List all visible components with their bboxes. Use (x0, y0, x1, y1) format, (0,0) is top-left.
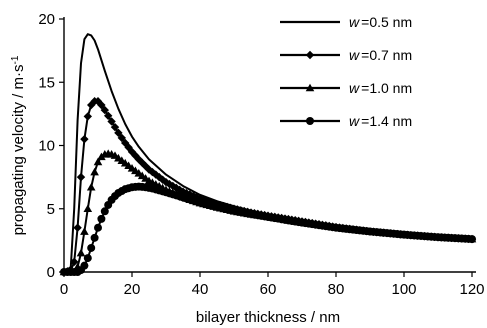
legend-entry-2: w =0.7 nm (280, 47, 412, 63)
y-axis-title-dot: · (10, 72, 27, 77)
data-point-marker (93, 97, 103, 106)
legend-label-value: 0.7 nm (369, 47, 412, 63)
legend-label-value: 1.4 nm (369, 113, 412, 129)
data-point-marker (97, 100, 106, 110)
data-point-marker (86, 182, 96, 191)
legend-swatch-marker (305, 50, 315, 60)
x-tick-label: 60 (260, 281, 277, 298)
x-tick-label: 0 (60, 281, 68, 298)
data-point-marker (83, 254, 92, 263)
data-point-marker (104, 111, 113, 120)
data-point-marker (83, 112, 92, 121)
legend-swatch-marker (306, 117, 314, 125)
legend-label: w =0.5 nm (349, 14, 412, 30)
data-point-marker (144, 165, 154, 174)
legend-swatch-marker (305, 83, 315, 92)
legend-label: w =0.7 nm (349, 47, 412, 63)
data-point-marker (87, 100, 96, 110)
legend-entry-3: w =1.0 nm (280, 80, 412, 96)
data-point-marker (161, 177, 171, 187)
data-point-marker (468, 235, 476, 244)
data-point-marker (90, 167, 99, 176)
data-point-marker (76, 248, 86, 257)
legend-label-variable: w (349, 113, 360, 129)
legend-label-equals: = (361, 14, 369, 30)
data-point-marker (87, 243, 96, 252)
data-point-marker (80, 227, 89, 235)
data-point-marker (100, 105, 109, 115)
legend-label-equals: = (361, 80, 369, 96)
data-point-marker (80, 261, 89, 270)
legend: w =0.5 nmw =0.7 nmw =1.0 nmw =1.4 nm (280, 14, 412, 129)
data-point-marker (80, 134, 89, 144)
series-4 (60, 182, 476, 276)
legend-label: w =1.4 nm (349, 113, 412, 129)
legend-entry-1: w =0.5 nm (280, 14, 412, 30)
legend-label-variable: w (349, 80, 360, 96)
data-point-marker (97, 214, 106, 223)
series-line (63, 185, 473, 273)
y-tick-label: 5 (47, 201, 55, 218)
y-tick-label: 10 (38, 138, 55, 155)
y-axis-title: propagating velocity / m·s-1 (10, 55, 28, 235)
y-axis-title-main: propagating velocity / m (10, 77, 27, 235)
data-point-marker (121, 138, 130, 148)
data-point-marker (76, 172, 86, 182)
data-point-marker (107, 117, 116, 126)
x-tick-label: 80 (328, 281, 345, 298)
data-point-marker (90, 233, 99, 242)
x-tick-label: 40 (192, 281, 209, 298)
data-point-marker (70, 257, 79, 267)
axes (63, 17, 476, 273)
tick-group: 0 20 40 60 80 100 120 0 5 10 15 20 (38, 11, 484, 298)
legend-label-equals: = (361, 113, 369, 129)
y-axis-title-exponent: -1 (10, 55, 21, 64)
y-tick-label: 0 (47, 264, 55, 281)
x-tick-label: 120 (459, 281, 484, 298)
legend-label-variable: w (349, 47, 360, 63)
legend-label-value: 1.0 nm (369, 80, 412, 96)
data-point-marker (94, 223, 102, 232)
data-point-marker (73, 223, 82, 232)
data-point-marker (100, 207, 109, 216)
series-group (59, 33, 477, 277)
data-point-marker (114, 128, 123, 138)
x-tick-label: 100 (391, 281, 416, 298)
y-tick-label: 15 (38, 74, 55, 91)
y-tick-label: 20 (38, 11, 55, 28)
data-point-marker (148, 167, 157, 177)
data-point-marker (93, 157, 103, 166)
legend-label-variable: w (349, 14, 360, 30)
legend-entry-4: w =1.4 nm (280, 113, 412, 129)
data-point-marker (110, 122, 120, 132)
x-axis-title: bilayer thickness / nm (196, 309, 340, 326)
legend-label-value: 0.5 nm (369, 14, 412, 30)
legend-label: w =1.0 nm (349, 80, 412, 96)
data-point-marker (117, 133, 126, 143)
data-point-marker (83, 204, 93, 213)
x-tick-label: 20 (124, 281, 141, 298)
y-axis-title-unit: s (10, 64, 27, 72)
legend-label-equals: = (361, 47, 369, 63)
